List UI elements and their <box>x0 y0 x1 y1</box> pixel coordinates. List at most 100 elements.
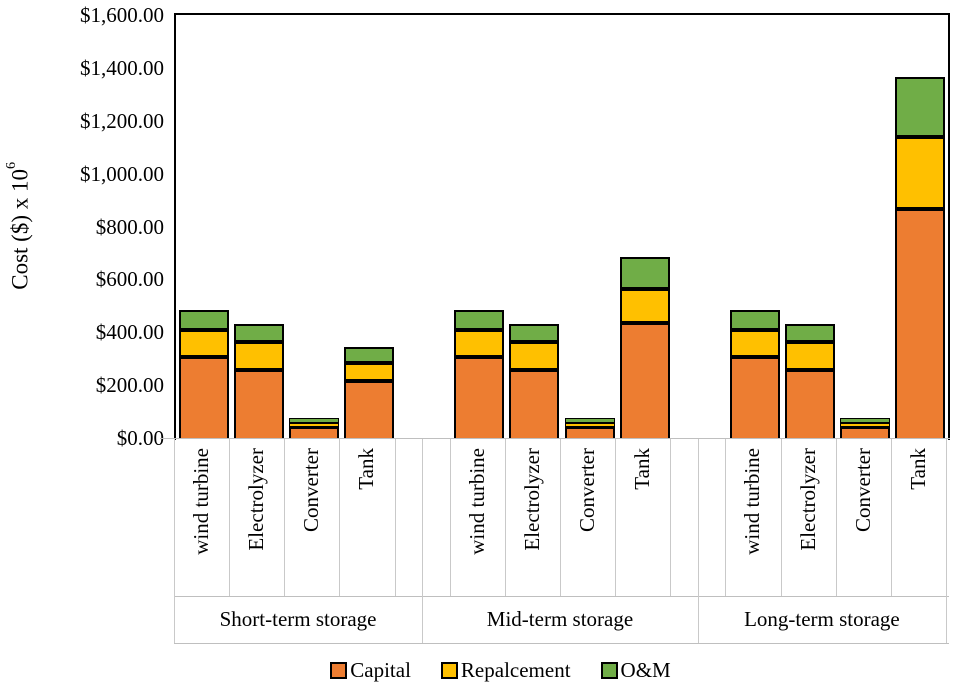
category-label-text: Tank <box>905 448 930 490</box>
group-label-short-term-storage: Short-term storage <box>219 607 377 631</box>
bar-segment-capital <box>344 381 394 438</box>
bar-segment-repalcement <box>454 330 505 357</box>
legend-item-repalcement: Repalcement <box>440 657 571 683</box>
category-separator-line <box>890 439 892 596</box>
bar-segment-oandm <box>785 323 836 343</box>
category-separator-line <box>394 439 396 596</box>
group-separator-line <box>697 439 699 643</box>
bar-segment-repalcement <box>895 137 946 210</box>
category-label-text: Tank <box>354 448 379 490</box>
bar-segment-oandm <box>895 76 946 138</box>
y-tick-label: $800.00 <box>95 214 164 239</box>
bar-electrolyzer <box>785 323 836 438</box>
bar-converter <box>564 418 615 438</box>
category-label-text: Electrolyzer <box>795 448 820 551</box>
x-axis-line <box>160 438 950 439</box>
group-label-mid-term-storage: Mid-term storage <box>486 607 634 631</box>
category-label-tank: Tank <box>339 439 394 596</box>
bar-segment-repalcement <box>564 423 615 427</box>
bar-segment-repalcement <box>619 288 670 323</box>
y-tick-label: $1,600.00 <box>80 3 164 27</box>
y-tick-label: $200.00 <box>95 373 164 398</box>
bar-wind-turbine <box>454 309 505 438</box>
bar-electrolyzer <box>233 323 284 438</box>
bar-wind-turbine <box>178 309 229 438</box>
y-tick-label: $600.00 <box>95 267 164 292</box>
bar-segment-oandm <box>454 309 505 331</box>
bar-segment-oandm <box>288 418 339 424</box>
group-separator-line <box>946 439 947 643</box>
legend-item-oandm: O&M <box>600 657 671 683</box>
bar-segment-oandm <box>840 418 891 424</box>
y-tick-label: $1,000.00 <box>80 161 164 186</box>
category-label-text: Converter <box>850 448 875 532</box>
y-tick-label: $400.00 <box>95 320 164 345</box>
y-tick-label: $1,400.00 <box>80 55 164 80</box>
bar-segment-capital <box>895 209 946 438</box>
legend-item-capital: Capital <box>330 658 411 683</box>
bar-segment-repalcement <box>785 342 836 371</box>
category-label-electrolyzer: Electrolyzer <box>505 439 560 596</box>
bar-segment-oandm <box>509 323 560 343</box>
y-tick-label: $0.00 <box>116 426 164 450</box>
category-separator-line <box>670 439 672 596</box>
category-separator-line <box>449 439 451 596</box>
category-axis-band: wind turbine Electrolyzer Converter Tank win… <box>174 439 948 596</box>
bar-segment-oandm <box>233 323 284 343</box>
category-label-converter: Converter <box>560 439 615 596</box>
category-label-converter: Converter <box>836 439 891 596</box>
category-label-text: Electrolyzer <box>519 448 544 551</box>
group-label-long-term-storage: Long-term storage <box>744 607 900 631</box>
category-label-converter: Converter <box>284 439 339 596</box>
bar-converter <box>840 418 891 438</box>
category-label-tank: Tank <box>615 439 670 596</box>
bar-segment-repalcement <box>178 330 229 357</box>
bar-segment-capital <box>178 356 229 438</box>
category-label-text: wind turbine <box>740 448 765 555</box>
group-separator-line <box>174 439 175 643</box>
bar-segment-capital <box>509 370 560 438</box>
plot-area <box>174 13 950 440</box>
category-label-tank: Tank <box>891 439 946 596</box>
group-axis-band: Short-term storage Mid-term storage Long-t… <box>174 596 948 643</box>
bar-electrolyzer <box>509 323 560 438</box>
category-separator-line <box>504 439 506 596</box>
bar-segment-repalcement <box>730 330 780 357</box>
bar-segment-capital <box>564 426 615 438</box>
category-separator-line <box>835 439 837 596</box>
category-separator-line <box>780 439 782 596</box>
category-label-text: Tank <box>630 448 655 490</box>
category-separator-line <box>725 439 727 596</box>
bar-segment-capital <box>840 426 891 438</box>
category-separator-line <box>284 439 286 596</box>
category-label-wind-turbine: wind turbine <box>450 439 505 596</box>
bar-segment-oandm <box>619 256 670 289</box>
bar-tank <box>895 76 946 438</box>
bar-tank <box>619 256 670 438</box>
group-separator-line <box>422 439 424 643</box>
bar-segment-repalcement <box>233 342 284 371</box>
bar-segment-oandm <box>564 418 615 424</box>
category-separator-line <box>615 439 617 596</box>
bar-segment-capital <box>233 370 284 438</box>
category-separator-line <box>339 439 341 596</box>
category-label-electrolyzer: Electrolyzer <box>781 439 836 596</box>
axis-band-divider-line <box>174 596 949 597</box>
legend-label: O&M <box>620 657 671 682</box>
bar-segment-repalcement <box>288 423 339 427</box>
bar-segment-oandm <box>178 309 229 331</box>
category-label-text: Converter <box>575 448 600 532</box>
legend-label: Repalcement <box>460 657 571 682</box>
chart-legend: Capital Repalcement O&M <box>0 653 953 687</box>
group-band-bottom-line <box>174 643 949 644</box>
category-separator-line <box>560 439 561 596</box>
category-label-electrolyzer: Electrolyzer <box>229 439 284 596</box>
category-label-text: Converter <box>299 448 324 532</box>
legend-color-swatch <box>330 661 348 679</box>
bar-segment-repalcement <box>840 423 891 427</box>
plot-inner <box>176 15 948 438</box>
category-label-text: wind turbine <box>464 448 489 555</box>
bar-segment-repalcement <box>509 342 560 371</box>
bar-segment-capital <box>730 356 780 438</box>
